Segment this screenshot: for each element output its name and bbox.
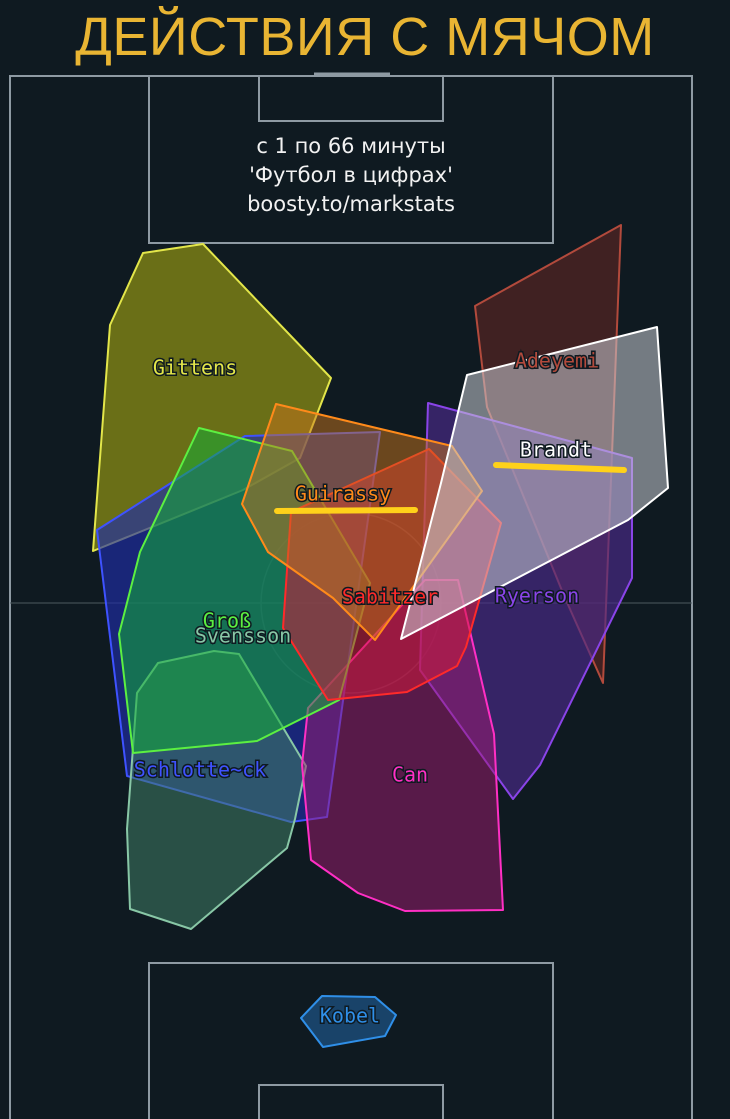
player-label-sabitzer: Sabitzer [342, 585, 438, 609]
player-label-svensson: Svensson [195, 624, 291, 648]
highlight-underline-guirassy [274, 507, 418, 514]
player-area-kobel [300, 995, 397, 1048]
player-label-gro: Groß [203, 609, 251, 633]
player-label-brandt: Brandt [520, 438, 592, 462]
subtitle-link: boosty.to/markstats [247, 192, 455, 216]
player-label-gittens: Gittens [153, 356, 237, 380]
subtitle-source: 'Футбол в цифрах' [249, 163, 453, 187]
goal-area-top [258, 75, 444, 122]
player-area-brandt [400, 326, 669, 640]
subtitle-period: с 1 по 66 минуты [256, 134, 446, 158]
goal-area-bottom [258, 1084, 444, 1119]
penalty-area-top [148, 75, 554, 244]
player-label-ryerson: Ryerson [495, 584, 579, 608]
player-label-kobel: Kobel [320, 1004, 380, 1028]
player-label-schlotte-ck: Schlotte~ck [134, 758, 266, 782]
player-label-can: Can [392, 763, 428, 787]
player-label-guirassy: Guirassy [295, 482, 391, 506]
player-label-adeyemi: Adeyemi [515, 349, 599, 373]
penalty-area-bottom [148, 962, 554, 1119]
highlight-underline-brandt [493, 462, 627, 473]
chart-title: ДЕЙСТВИЯ С МЯЧОМ [75, 7, 655, 67]
